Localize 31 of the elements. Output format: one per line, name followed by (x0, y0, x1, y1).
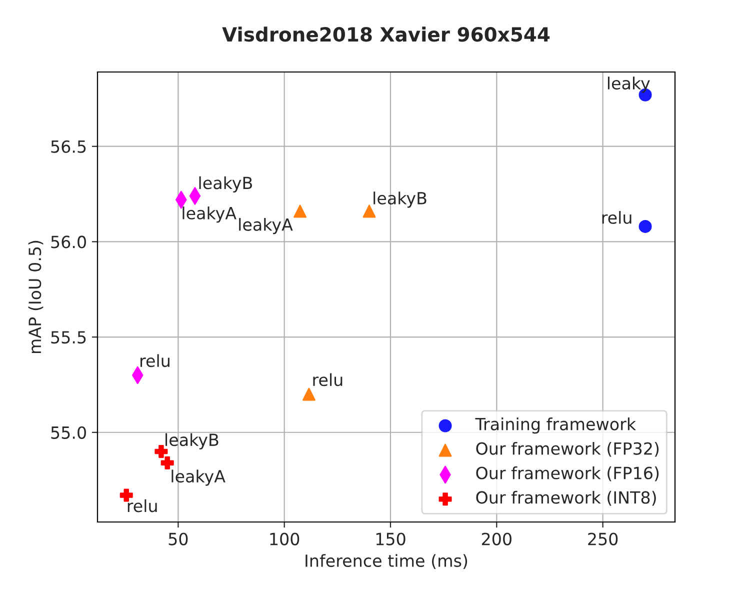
y-tick-label: 55.5 (51, 331, 86, 344)
annotation: leakyB (374, 192, 426, 208)
y-axis-title: mAP (IoU 0.5) (28, 240, 44, 354)
point (294, 204, 307, 218)
annotation: leakyB (199, 176, 252, 192)
legend-label: Our framework (FP16) (476, 466, 659, 482)
annotation: relu (128, 499, 157, 512)
annotation: leakyA (239, 218, 293, 234)
x-tick-label: 150 (376, 532, 406, 546)
point (638, 220, 652, 233)
x-tick-label: 250 (588, 532, 618, 546)
annotation: relu (602, 211, 632, 224)
annotation: leakyB (166, 433, 218, 450)
annotation: leakyA (182, 206, 236, 223)
x-tick-label: 100 (270, 532, 300, 546)
annotation: relu (313, 373, 342, 386)
chart-title: Visdrone2018 Xavier 960x544 (222, 26, 550, 42)
legend-label: Our framework (FP32) (476, 442, 659, 457)
annotation: leakyA (172, 470, 226, 486)
legend-label: Training framework (475, 417, 636, 434)
x-axis-title: Inference time (ms) (306, 554, 468, 569)
y-tick-label: 55.0 (51, 426, 86, 439)
annotation: relu (140, 354, 170, 368)
x-tick-label: 200 (482, 532, 512, 546)
y-tick-label: 56.0 (51, 236, 86, 248)
x-tick-label: 50 (168, 532, 188, 546)
annotation: leaky (608, 76, 650, 93)
point (160, 456, 174, 470)
point (302, 388, 316, 401)
legend-label: Our framework (INT8) (476, 490, 656, 506)
y-tick-label: 56.5 (51, 140, 86, 153)
